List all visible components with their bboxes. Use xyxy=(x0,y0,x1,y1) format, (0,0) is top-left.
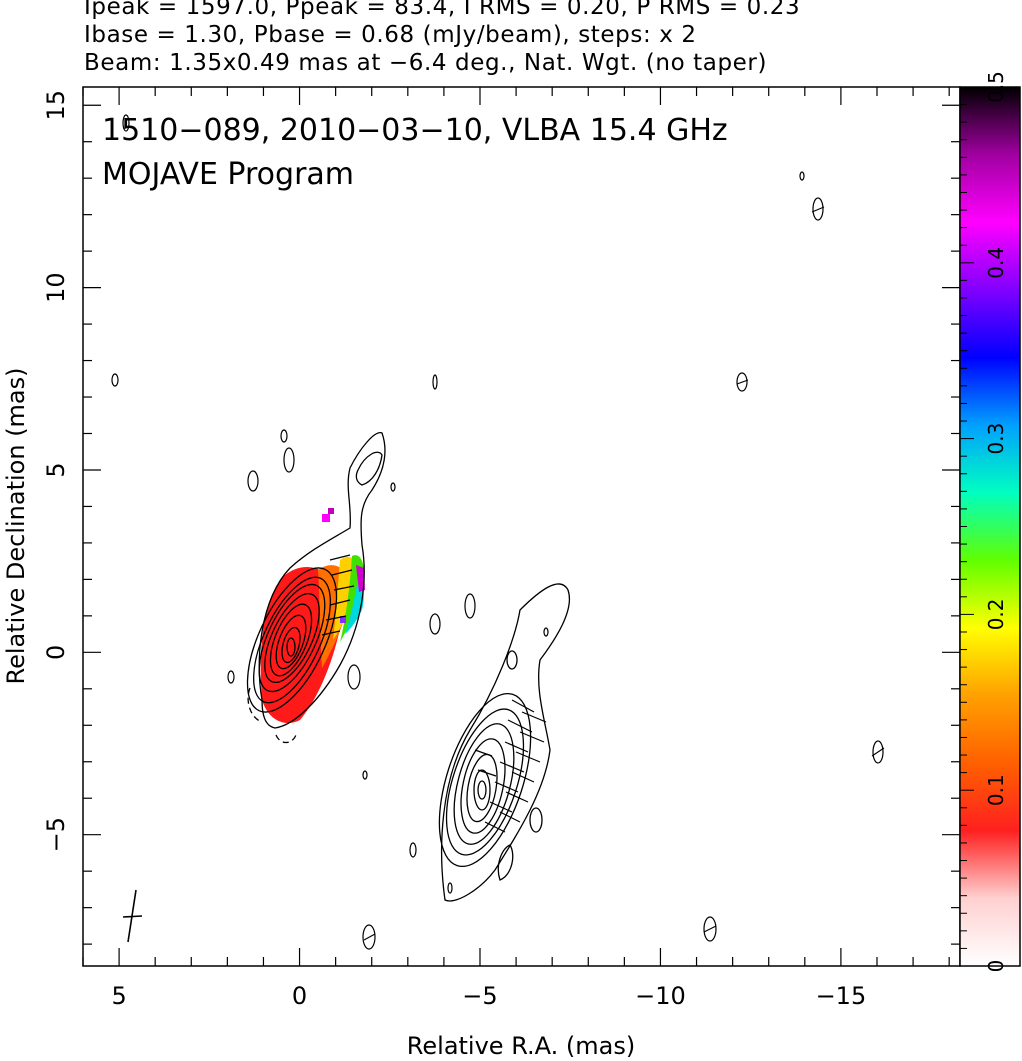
noise-island xyxy=(280,429,288,443)
noise-island xyxy=(799,171,805,181)
noise-island xyxy=(543,627,549,637)
noise-island xyxy=(283,447,295,473)
noise-vectors xyxy=(363,206,885,941)
axis-tick-labels: 5 0 −5 −10 −15 15 10 5 0 −5 xyxy=(42,90,866,1010)
core-contour xyxy=(281,626,301,664)
noise-island xyxy=(447,882,453,894)
polarization-pixel xyxy=(322,514,330,522)
noise-island xyxy=(872,740,884,764)
jet-contour-island xyxy=(529,807,543,833)
image-layer xyxy=(111,114,885,950)
core-polarization-vectors xyxy=(321,554,355,636)
contour-outer xyxy=(258,432,386,729)
noise-island xyxy=(247,470,259,492)
core-contour xyxy=(258,583,326,693)
noise-island xyxy=(736,372,748,392)
jet-contour xyxy=(453,723,515,845)
x-tick-label: −10 xyxy=(635,982,686,1010)
y-tick-label: −5 xyxy=(42,817,70,852)
x-tick-label: −5 xyxy=(462,982,497,1010)
noise-island xyxy=(703,916,717,942)
header-line-2: Ibase = 1.30, Pbase = 0.68 (mJy/beam), s… xyxy=(84,22,697,48)
jet-contour xyxy=(473,769,491,811)
polarization-fill-magenta xyxy=(356,565,365,592)
map-subtitle: MOJAVE Program xyxy=(102,157,354,192)
colorbar-tick-label: 0.3 xyxy=(984,423,1008,455)
core-contours xyxy=(246,432,386,744)
polarization-fill-cyan xyxy=(345,584,364,634)
x-tick-label: −15 xyxy=(816,982,867,1010)
jet-contour xyxy=(460,738,506,834)
jet-polarization-vectors xyxy=(474,699,547,833)
colorbar-tick-label: 0 xyxy=(984,960,1008,973)
core-contour xyxy=(269,603,313,677)
jet-contour-lobe xyxy=(497,844,514,881)
jet-contours xyxy=(438,583,570,902)
dashed-negative-contour xyxy=(275,734,297,744)
header-line-3: Beam: 1.35x0.49 mas at −6.4 deg., Nat. W… xyxy=(84,50,768,76)
y-tick-label: 5 xyxy=(42,462,70,477)
core-contour xyxy=(264,593,320,683)
colorbar-tick-label: 0.1 xyxy=(984,774,1008,806)
header-line-1: Ipeak = 1597.0, Ppeak = 83.4, I RMS = 0.… xyxy=(84,0,801,20)
contour-inner-lobe xyxy=(355,451,383,486)
noise-island xyxy=(464,593,476,619)
dashed-negative-contour xyxy=(247,687,263,723)
noise-island xyxy=(362,924,376,950)
core-contour xyxy=(253,576,331,704)
polarization-pixel xyxy=(340,616,346,623)
colorbar-labels: 0 0.1 0.2 0.3 0.4 0.5 xyxy=(984,71,1008,972)
jet-contour-island xyxy=(506,650,518,670)
noise-island xyxy=(227,670,235,684)
noise-island xyxy=(429,613,441,635)
core-contour xyxy=(246,567,338,713)
beam-marker xyxy=(122,889,143,943)
jet-contour-outer xyxy=(440,583,570,902)
axis-ticks xyxy=(82,87,960,966)
noise-island xyxy=(347,664,361,690)
noise-island xyxy=(390,482,396,492)
y-tick-label: 10 xyxy=(42,272,70,303)
y-axis-label: Relative Declination (mas) xyxy=(2,367,30,684)
colorbar-tick-label: 0.4 xyxy=(984,247,1008,279)
noise-island xyxy=(409,842,417,858)
x-tick-label: 5 xyxy=(111,982,126,1010)
map-title: 1510−089, 2010−03−10, VLBA 15.4 GHz xyxy=(102,113,728,148)
jet-contour xyxy=(438,692,532,868)
noise-contours xyxy=(111,114,884,950)
colorbar-tick-label: 0.5 xyxy=(984,71,1008,103)
jet-contour xyxy=(477,780,487,800)
noise-island xyxy=(122,114,130,132)
core-contour xyxy=(286,637,296,657)
noise-island xyxy=(362,770,368,780)
y-tick-label: 15 xyxy=(42,90,70,121)
core-contour xyxy=(275,614,307,670)
polarization-pixel xyxy=(328,508,334,514)
x-tick-label: 0 xyxy=(292,982,307,1010)
plot-frame xyxy=(82,86,961,967)
noise-island xyxy=(432,374,438,390)
noise-island xyxy=(111,373,119,387)
jet-contour xyxy=(445,708,525,856)
colorbar-ticks xyxy=(960,86,974,967)
x-axis-label: Relative R.A. (mas) xyxy=(407,1032,635,1060)
colorbar-tick-label: 0.2 xyxy=(984,598,1008,630)
y-tick-label: 0 xyxy=(42,645,70,660)
noise-island xyxy=(812,197,824,221)
colorbar xyxy=(959,86,1021,967)
